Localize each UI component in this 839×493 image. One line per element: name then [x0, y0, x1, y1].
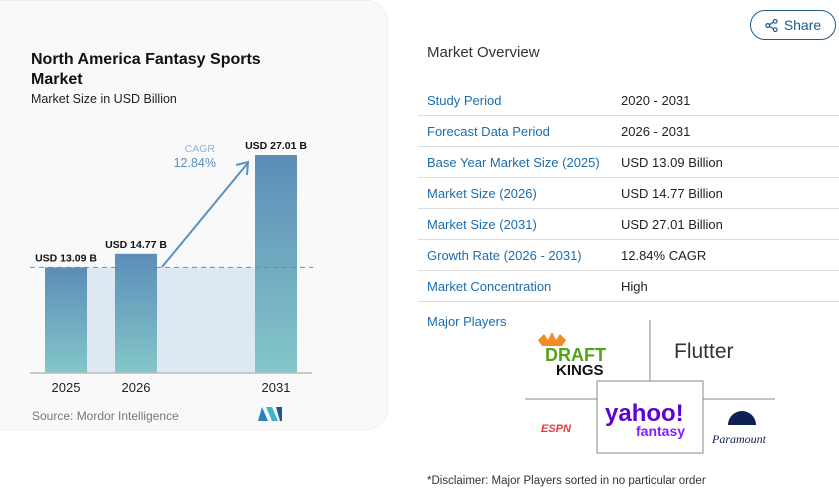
flutter-logo: Flutter — [674, 340, 734, 363]
share-icon — [765, 18, 778, 32]
major-players-label: Major Players — [427, 314, 507, 329]
yahoo-fantasy-logo: yahoo! fantasy — [605, 400, 685, 439]
row-value: 2026 - 2031 — [621, 123, 691, 139]
disclaimer: *Disclaimer: Major Players sorted in no … — [427, 475, 706, 487]
cagr-arrow — [161, 163, 248, 268]
x-tick-label: 2031 — [262, 380, 291, 395]
draftkings-logo: DRAFT KINGS — [538, 332, 606, 379]
svg-text:KINGS: KINGS — [556, 362, 604, 379]
x-tick-label: 2025 — [52, 380, 81, 395]
data-label: USD 14.77 B — [105, 239, 167, 251]
svg-text:DRAFT: DRAFT — [545, 345, 606, 365]
row-value: 12.84% CAGR — [621, 247, 707, 263]
share-button[interactable]: Share — [750, 10, 836, 40]
svg-text:Paramount: Paramount — [711, 432, 767, 446]
row-value: USD 13.09 Billion — [621, 154, 723, 170]
bar-2026 — [115, 253, 157, 373]
cagr-value: 12.84% — [174, 156, 216, 170]
chart-title: North America Fantasy Sports Market — [31, 51, 261, 88]
overview-table: Study Period 2020 - 2031 Forecast Data Per… — [418, 85, 839, 302]
share-label: Share — [783, 17, 822, 33]
row-value: USD 27.01 Billion — [621, 216, 723, 232]
overview-row: Base Year Market Size (2025) USD 13.09 Bi… — [418, 147, 839, 178]
market-overview-title: Market Overview — [427, 44, 540, 61]
cagr-label: CAGR — [185, 143, 216, 155]
bar-2031 — [255, 155, 297, 373]
paramount-logo: Paramount — [711, 411, 767, 446]
x-tick-label: 2026 — [122, 380, 151, 395]
bar-2025 — [45, 267, 87, 373]
overview-row: Forecast Data Period 2026 - 2031 — [418, 116, 839, 147]
overview-row: Growth Rate (2026 - 2031) 12.84% CAGR — [418, 240, 839, 271]
row-label: Market Size (2031) — [427, 216, 537, 232]
row-label: Market Concentration — [427, 278, 552, 294]
chart-subtitle: Market Size in USD Billion — [31, 92, 177, 106]
row-label: Growth Rate (2026 - 2031) — [427, 247, 582, 263]
svg-text:fantasy: fantasy — [636, 423, 685, 439]
data-label: USD 13.09 B — [35, 252, 97, 264]
arrow-head — [235, 160, 250, 176]
espn-logo: ESPN — [541, 423, 572, 435]
overview-row: Market Size (2031) USD 27.01 Billion — [418, 209, 839, 240]
row-value: 2020 - 2031 — [621, 92, 691, 108]
row-value: High — [621, 278, 648, 294]
data-label: USD 27.01 B — [245, 140, 307, 152]
svg-text:yahoo!: yahoo! — [605, 400, 684, 427]
chart-source: Source: Mordor Intelligence — [32, 409, 179, 423]
bar-chart: USD 13.09 B 2025 USD 14.77 B 2026 USD 27.01 … — [30, 140, 313, 395]
overview-row: Market Size (2026) USD 14.77 Billion — [418, 178, 839, 209]
row-label: Market Size (2026) — [427, 185, 537, 201]
row-label: Forecast Data Period — [427, 123, 550, 139]
row-label: Study Period — [427, 92, 502, 108]
row-label: Base Year Market Size (2025) — [427, 154, 600, 170]
row-value: USD 14.77 Billion — [621, 185, 723, 201]
mordor-logo — [258, 407, 282, 421]
overview-row: Study Period 2020 - 2031 — [418, 85, 839, 116]
overview-row: Market Concentration High — [418, 271, 839, 302]
